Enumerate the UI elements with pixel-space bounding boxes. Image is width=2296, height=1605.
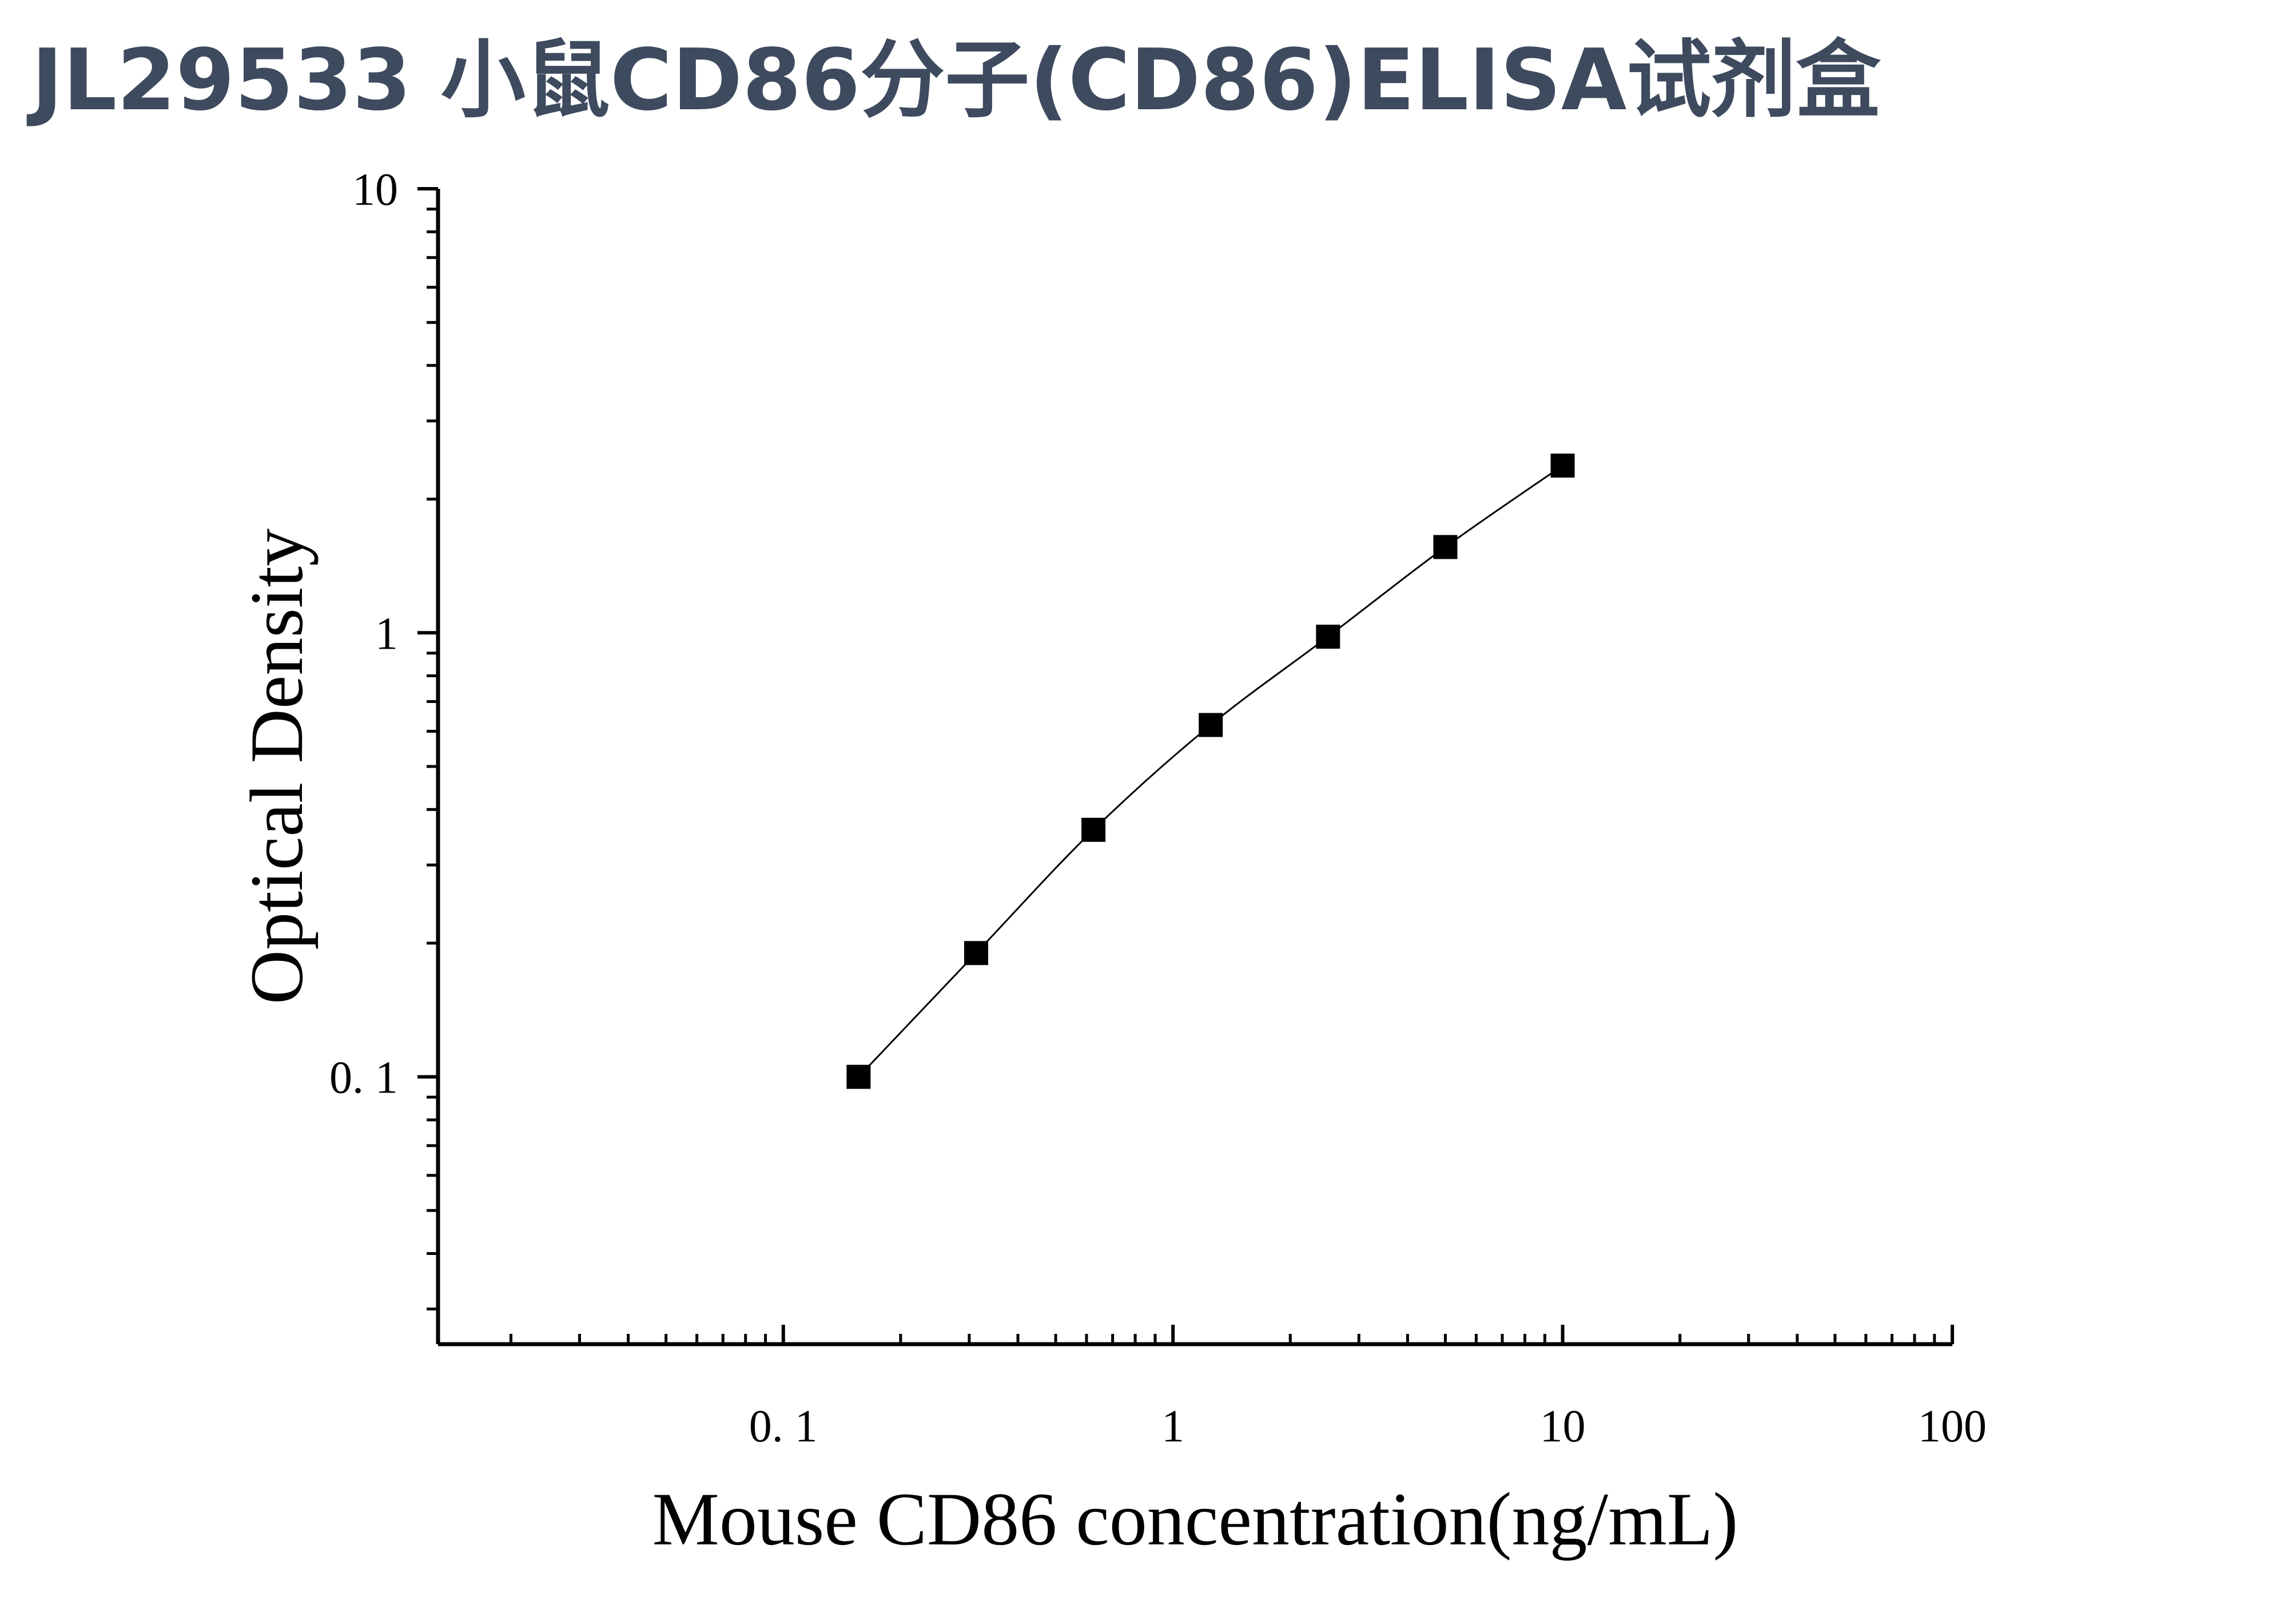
y-tick-label: 1 (375, 609, 398, 659)
axis-labels: 0. 1 1 10 100 0. 1 1 10 Mouse CD86 concentratio… (234, 165, 1987, 1561)
data-point-marker (1433, 535, 1458, 559)
y-tick-label: 10 (352, 165, 398, 215)
data-point-marker (1199, 713, 1223, 737)
data-point-marker (964, 941, 988, 966)
x-tick-label: 0. 1 (749, 1401, 818, 1452)
axes (417, 187, 1954, 1346)
x-axis-label: Mouse CD86 concentration(ng/mL) (652, 1477, 1738, 1561)
x-tick-label: 1 (1161, 1401, 1184, 1452)
x-tick-label: 10 (1540, 1401, 1586, 1452)
data-point-marker (1081, 817, 1106, 842)
data-point-marker (846, 1064, 871, 1089)
x-tick-label: 100 (1918, 1401, 1987, 1452)
data-point-marker (1550, 453, 1575, 478)
y-axis-label: Optical Density (234, 529, 319, 1004)
data-points (846, 453, 1575, 1089)
y-tick-label: 0. 1 (329, 1053, 398, 1103)
data-point-marker (1316, 625, 1340, 649)
page-title: JL29533 小鼠CD86分子(CD86)ELISA试剂盒 (31, 31, 1881, 129)
